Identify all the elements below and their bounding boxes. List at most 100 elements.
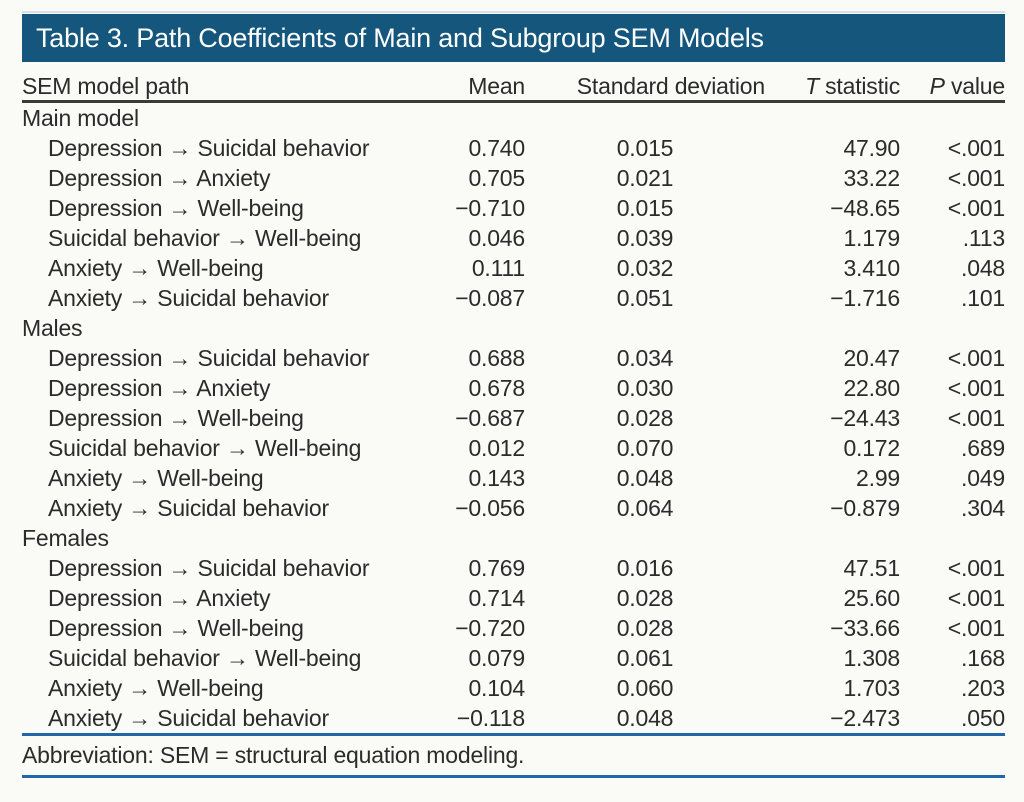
section-row: Females: [22, 523, 1005, 553]
cell-mean: 0.740: [468, 134, 525, 161]
cell-pvalue: <.001: [947, 164, 1005, 191]
cell-tstat: 25.60: [843, 584, 900, 611]
cell-tstat: 22.80: [843, 374, 900, 401]
column-header-p-value: P value: [929, 73, 1006, 99]
cell-tstat: 3.410: [843, 254, 900, 281]
column-header-t-statistic: T statistic: [805, 73, 900, 99]
cell-mean: 0.678: [468, 374, 525, 401]
sem-path-coefficients-table: SEM model path Mean Standard deviation T…: [22, 62, 1005, 733]
cell-path: Depression → Anxiety: [48, 164, 271, 191]
table-title-bar: Table 3. Path Coefficients of Main and S…: [22, 14, 1005, 62]
cell-pvalue: <.001: [947, 404, 1005, 431]
cell-pvalue: .050: [961, 704, 1005, 731]
cell-sd: 0.015: [616, 134, 674, 161]
cell-path: Anxiety → Suicidal behavior: [48, 494, 329, 521]
table-row: Depression → Anxiety 0.678 0.030 22.80 <.001: [22, 373, 1005, 403]
table-row: Suicidal behavior → Well-being 0.079 0.061…: [22, 643, 1005, 673]
cell-pvalue: .689: [961, 434, 1005, 461]
cell-tstat: 47.90: [843, 134, 900, 161]
cell-tstat: −33.66: [830, 614, 900, 641]
cell-pvalue: .101: [961, 284, 1005, 311]
divider-above-footnote: [22, 733, 1005, 736]
table-row: Depression → Suicidal behavior 0.740 0.015…: [22, 133, 1005, 163]
table-row: Anxiety → Well-being 0.104 0.060 1.703 .203: [22, 673, 1005, 703]
cell-mean: −0.687: [455, 404, 525, 431]
cell-pvalue: .049: [961, 464, 1005, 491]
footnote-row: Abbreviation: SEM = structural equation …: [22, 736, 1005, 775]
cell-sd: 0.028: [616, 584, 674, 611]
cell-path: Depression → Well-being: [48, 404, 304, 431]
cell-path: Anxiety → Well-being: [48, 254, 264, 281]
table-row: Anxiety → Suicidal behavior −0.087 0.051 −1…: [22, 283, 1005, 313]
cell-tstat: 1.703: [843, 674, 900, 701]
cell-sd: 0.060: [616, 674, 674, 701]
column-header-standard-deviation: Standard deviation: [576, 73, 765, 99]
table-row: Suicidal behavior → Well-being 0.046 0.039…: [22, 223, 1005, 253]
cell-mean: 0.012: [468, 434, 525, 461]
cell-pvalue: <.001: [947, 134, 1005, 161]
paper-table-figure: Table 3. Path Coefficients of Main and S…: [0, 11, 1024, 802]
cell-tstat: −1.716: [830, 284, 900, 311]
cell-pvalue: .113: [962, 224, 1005, 251]
cell-path: Depression → Anxiety: [48, 374, 271, 401]
cell-sd: 0.016: [616, 554, 674, 581]
cell-path: Suicidal behavior → Well-being: [48, 224, 362, 251]
cell-pvalue: <.001: [947, 344, 1005, 371]
cell-path: Suicidal behavior → Well-being: [48, 434, 362, 461]
cell-tstat: 1.308: [843, 644, 900, 671]
table-row: Suicidal behavior → Well-being 0.012 0.070…: [22, 433, 1005, 463]
section-label: Main model: [22, 104, 139, 131]
table-row: Anxiety → Well-being 0.143 0.048 2.99 .049: [22, 463, 1005, 493]
cell-pvalue: <.001: [947, 194, 1005, 221]
divider-bottom: [22, 775, 1005, 778]
cell-tstat: 20.47: [843, 344, 900, 371]
cell-mean: 0.104: [468, 674, 525, 701]
cell-sd: 0.030: [616, 374, 674, 401]
cell-tstat: −0.879: [830, 494, 900, 521]
table-row: Anxiety → Suicidal behavior −0.118 0.048 −2…: [22, 703, 1005, 733]
cell-sd: 0.032: [616, 254, 674, 281]
cell-path: Depression → Well-being: [48, 194, 304, 221]
cell-pvalue: .203: [961, 674, 1005, 701]
cell-sd: 0.039: [616, 224, 674, 251]
cell-mean: 0.688: [468, 344, 525, 371]
cell-pvalue: .168: [961, 644, 1005, 671]
cell-sd: 0.048: [616, 464, 674, 491]
cell-mean: −0.720: [455, 614, 525, 641]
cell-mean: 0.769: [468, 554, 525, 581]
table-row: Depression → Well-being −0.720 0.028 −33.66…: [22, 613, 1005, 643]
cell-path: Suicidal behavior → Well-being: [48, 644, 362, 671]
section-label: Males: [22, 314, 83, 341]
cell-mean: 0.714: [468, 584, 525, 611]
cell-path: Depression → Anxiety: [48, 584, 271, 611]
cell-tstat: 47.51: [843, 554, 900, 581]
cell-pvalue: <.001: [947, 374, 1005, 401]
cell-path: Anxiety → Well-being: [48, 674, 264, 701]
cell-path: Anxiety → Suicidal behavior: [48, 704, 329, 731]
cell-mean: −0.118: [456, 704, 525, 731]
cell-sd: 0.048: [616, 704, 674, 731]
footnote: Abbreviation: SEM = structural equation …: [22, 742, 525, 768]
cell-path: Anxiety → Suicidal behavior: [48, 284, 329, 311]
cell-sd: 0.064: [616, 494, 674, 521]
section-row: Main model: [22, 102, 1005, 134]
cell-tstat: 0.172: [843, 434, 900, 461]
cell-mean: 0.046: [468, 224, 525, 251]
cell-pvalue: .048: [961, 254, 1005, 281]
cell-path: Depression → Suicidal behavior: [48, 344, 370, 371]
cell-mean: 0.079: [468, 644, 525, 671]
cell-sd: 0.021: [616, 164, 674, 191]
cell-path: Depression → Well-being: [48, 614, 304, 641]
cell-sd: 0.028: [616, 614, 674, 641]
cell-mean: −0.056: [455, 494, 525, 521]
cell-mean: 0.111: [471, 254, 525, 281]
table-row: Depression → Well-being −0.710 0.015 −48.65…: [22, 193, 1005, 223]
table-row: Anxiety → Well-being 0.111 0.032 3.410 .048: [22, 253, 1005, 283]
table-row: Anxiety → Suicidal behavior −0.056 0.064 −0…: [22, 493, 1005, 523]
cell-sd: 0.034: [616, 344, 674, 371]
cell-mean: −0.710: [455, 194, 525, 221]
column-header-mean: Mean: [468, 73, 525, 99]
cell-sd: 0.051: [616, 284, 674, 311]
cell-pvalue: .304: [961, 494, 1005, 521]
table-row: Depression → Suicidal behavior 0.688 0.034…: [22, 343, 1005, 373]
